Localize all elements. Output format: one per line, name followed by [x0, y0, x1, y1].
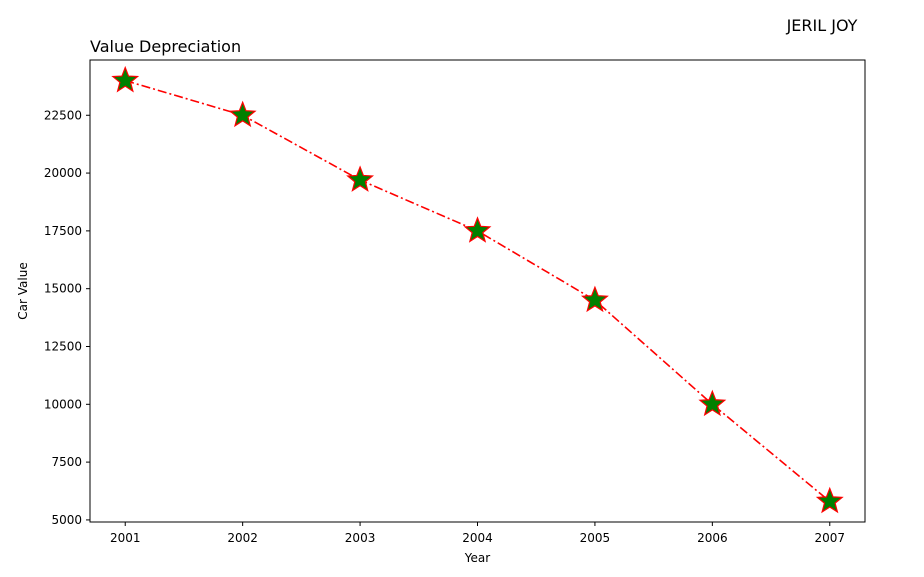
data-point-marker	[111, 65, 140, 93]
data-point-marker	[580, 285, 609, 313]
plot-frame	[89, 59, 866, 523]
data-point-marker	[346, 165, 375, 192]
x-axis-label: Year	[464, 551, 490, 565]
y-tick-label: 10000	[44, 397, 82, 411]
x-tick-label: 2004	[462, 531, 493, 545]
y-tick-label: 5000	[51, 513, 82, 527]
x-tick-label: 2007	[814, 531, 845, 545]
y-tick-label: 15000	[44, 282, 82, 296]
x-tick-label: 2006	[697, 531, 728, 545]
data-point-marker	[815, 486, 844, 514]
plot-area: 5000 7500 10000 12500 15000 17500 20000 22500 20…	[44, 59, 866, 545]
data-point-marker	[698, 389, 727, 417]
y-tick-label: 22500	[44, 108, 82, 122]
y-tick-label: 7500	[51, 455, 82, 469]
chart-title: Value Depreciation	[90, 37, 241, 56]
y-tick-label: 12500	[44, 339, 82, 353]
y-axis-label: Car Value	[16, 262, 30, 319]
x-tick-label: 2005	[580, 531, 611, 545]
x-tick-label: 2002	[227, 531, 258, 545]
data-point-marker	[463, 216, 492, 243]
y-tick-label: 17500	[44, 224, 82, 238]
series-line	[125, 79, 831, 503]
x-tick-label: 2003	[345, 531, 376, 545]
figure-suptitle: JERIL JOY	[786, 16, 858, 35]
y-tick-label: 20000	[44, 166, 82, 180]
data-point-marker	[228, 100, 257, 128]
x-tick-label: 2001	[110, 531, 141, 545]
